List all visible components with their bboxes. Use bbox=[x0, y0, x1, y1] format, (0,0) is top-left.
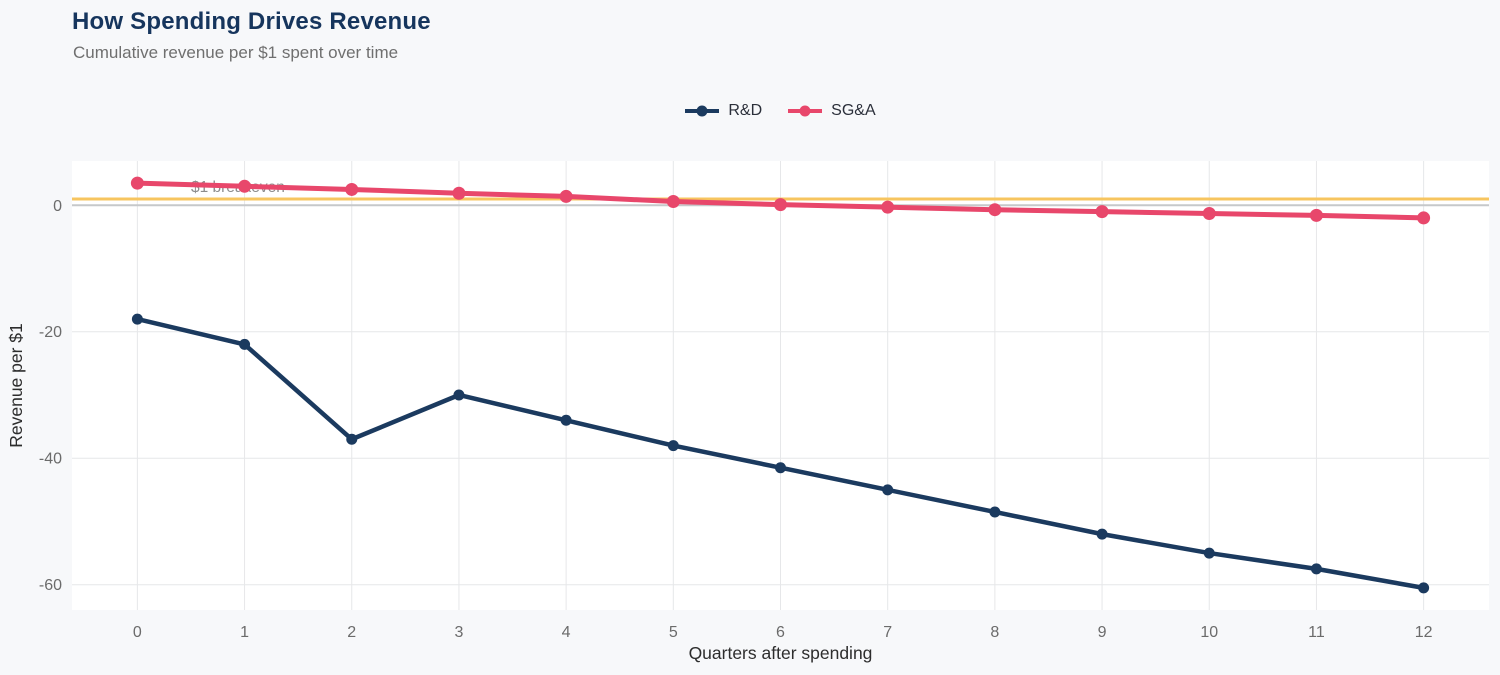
data-point-marker bbox=[345, 182, 359, 196]
data-point-marker bbox=[238, 179, 252, 193]
chart-header: How Spending Drives Revenue Cumulative r… bbox=[72, 8, 431, 63]
legend-swatch-rd-icon bbox=[685, 105, 720, 117]
data-point-marker bbox=[1310, 563, 1322, 575]
data-point-marker bbox=[1096, 528, 1108, 540]
x-tick-label: 0 bbox=[133, 624, 142, 641]
data-point-marker bbox=[559, 189, 573, 203]
x-tick-label: 5 bbox=[669, 624, 678, 641]
x-tick-label: 4 bbox=[562, 624, 571, 641]
legend-label-sga: SG&A bbox=[831, 102, 876, 119]
legend: R&D SG&A bbox=[72, 98, 1489, 124]
data-point-marker bbox=[881, 200, 895, 214]
x-tick-label: 9 bbox=[1098, 624, 1107, 641]
x-tick-label: 2 bbox=[347, 624, 356, 641]
y-tick-label: -40 bbox=[39, 451, 62, 468]
data-point-marker bbox=[346, 433, 358, 445]
data-point-marker bbox=[667, 440, 679, 452]
x-tick-label: 12 bbox=[1415, 624, 1433, 641]
chart-title: How Spending Drives Revenue bbox=[72, 8, 431, 35]
data-point-marker bbox=[131, 313, 143, 325]
x-tick-label: 11 bbox=[1308, 624, 1325, 641]
data-point-marker bbox=[882, 484, 894, 496]
data-point-marker bbox=[452, 186, 466, 200]
data-point-marker bbox=[988, 203, 1002, 217]
data-point-marker bbox=[1418, 582, 1430, 594]
data-point-marker bbox=[989, 506, 1001, 518]
y-tick-label: 0 bbox=[53, 198, 62, 215]
y-tick-label: -60 bbox=[39, 577, 62, 594]
data-point-marker bbox=[560, 414, 572, 426]
data-point-marker bbox=[1309, 208, 1323, 222]
data-point-marker bbox=[239, 338, 251, 350]
x-tick-label: 1 bbox=[240, 624, 249, 641]
legend-swatch-sga-icon bbox=[788, 105, 823, 117]
x-tick-label: 8 bbox=[990, 624, 999, 641]
legend-item-rd[interactable]: R&D bbox=[685, 102, 762, 120]
data-point-marker bbox=[774, 198, 787, 212]
data-point-marker bbox=[1417, 211, 1431, 225]
data-point-marker bbox=[1095, 205, 1109, 219]
legend-label-rd: R&D bbox=[728, 102, 763, 119]
data-point-marker bbox=[130, 176, 144, 190]
data-point-marker bbox=[453, 389, 465, 401]
data-point-marker bbox=[666, 194, 680, 208]
x-tick-label: 7 bbox=[883, 624, 892, 641]
data-point-marker bbox=[775, 462, 786, 474]
x-axis-title: Quarters after spending bbox=[689, 643, 873, 663]
x-tick-label: 10 bbox=[1200, 624, 1218, 641]
data-point-marker bbox=[1202, 206, 1216, 220]
x-tick-label: 6 bbox=[776, 624, 785, 641]
chart-subtitle: Cumulative revenue per $1 spent over tim… bbox=[73, 43, 399, 62]
legend-item-sga[interactable]: SG&A bbox=[788, 102, 876, 120]
y-axis-title: Revenue per $1 bbox=[6, 323, 26, 448]
data-point-marker bbox=[1203, 547, 1215, 559]
x-tick-label: 3 bbox=[454, 624, 463, 641]
y-tick-label: -20 bbox=[39, 324, 62, 341]
